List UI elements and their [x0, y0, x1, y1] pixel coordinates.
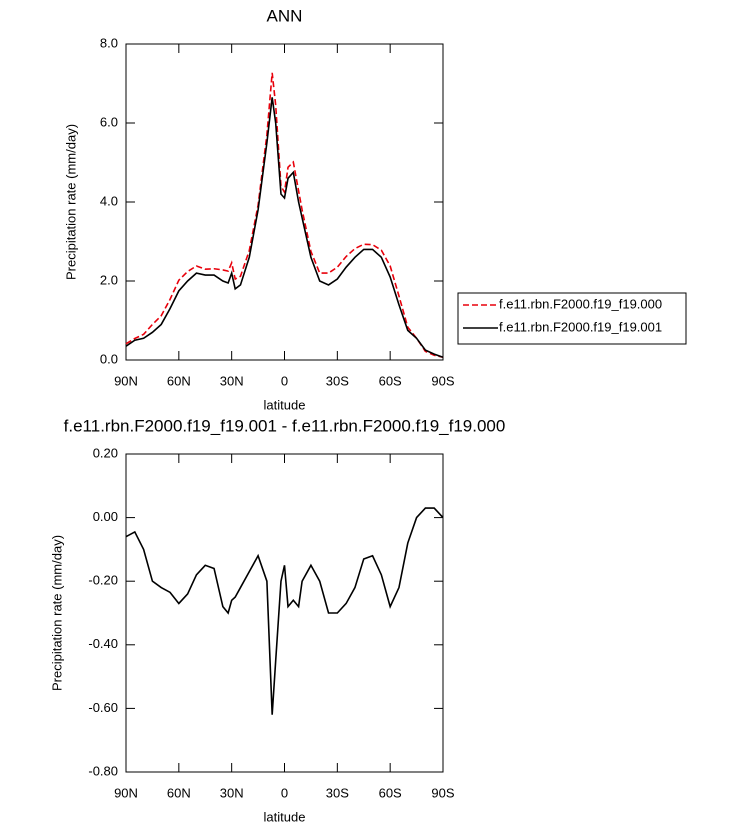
x-tick-label: 60N [167, 785, 191, 800]
x-tick-label: 90N [114, 373, 138, 388]
x-axis-label: latitude [264, 397, 306, 412]
y-tick-label: 0.20 [93, 445, 118, 460]
x-tick-label: 30S [326, 373, 349, 388]
plot-frame [125, 43, 444, 361]
y-tick-label: 2.0 [100, 272, 118, 287]
y-axis-label: Precipitation rate (mm/day) [63, 124, 78, 280]
x-tick-label: 0 [281, 785, 288, 800]
legend-label: f.e11.rbn.F2000.f19_f19.000 [499, 296, 662, 311]
data-line [125, 507, 444, 715]
x-tick-label: 30S [326, 785, 349, 800]
y-tick-label: -0.60 [88, 700, 118, 715]
y-tick-label: 0.00 [93, 509, 118, 524]
chart-title: ANN [267, 6, 303, 25]
legend-box [457, 292, 687, 345]
x-tick-label: 90N [114, 785, 138, 800]
x-tick-label: 90S [431, 785, 454, 800]
x-tick-label: 60N [167, 373, 191, 388]
y-tick-label: -0.20 [88, 573, 118, 588]
y-tick-label: 4.0 [100, 193, 118, 208]
x-tick-label: 60S [379, 373, 402, 388]
y-tick-label: -0.80 [88, 763, 118, 778]
legend-label: f.e11.rbn.F2000.f19_f19.001 [499, 319, 662, 334]
x-tick-label: 30N [220, 785, 244, 800]
x-tick-label: 30N [220, 373, 244, 388]
y-tick-label: -0.40 [88, 636, 118, 651]
plot-frame [125, 453, 444, 773]
x-tick-label: 60S [379, 785, 402, 800]
y-tick-label: 6.0 [100, 114, 118, 129]
x-tick-label: 0 [281, 373, 288, 388]
y-axis-label: Precipitation rate (mm/day) [49, 535, 64, 691]
chart-title: f.e11.rbn.F2000.f19_f19.001 - f.e11.rbn.… [64, 416, 506, 435]
data-line [125, 72, 444, 359]
data-line [125, 97, 444, 358]
y-tick-label: 0.0 [100, 351, 118, 366]
x-tick-label: 90S [431, 373, 454, 388]
y-tick-label: 8.0 [100, 35, 118, 50]
x-axis-label: latitude [264, 809, 306, 824]
